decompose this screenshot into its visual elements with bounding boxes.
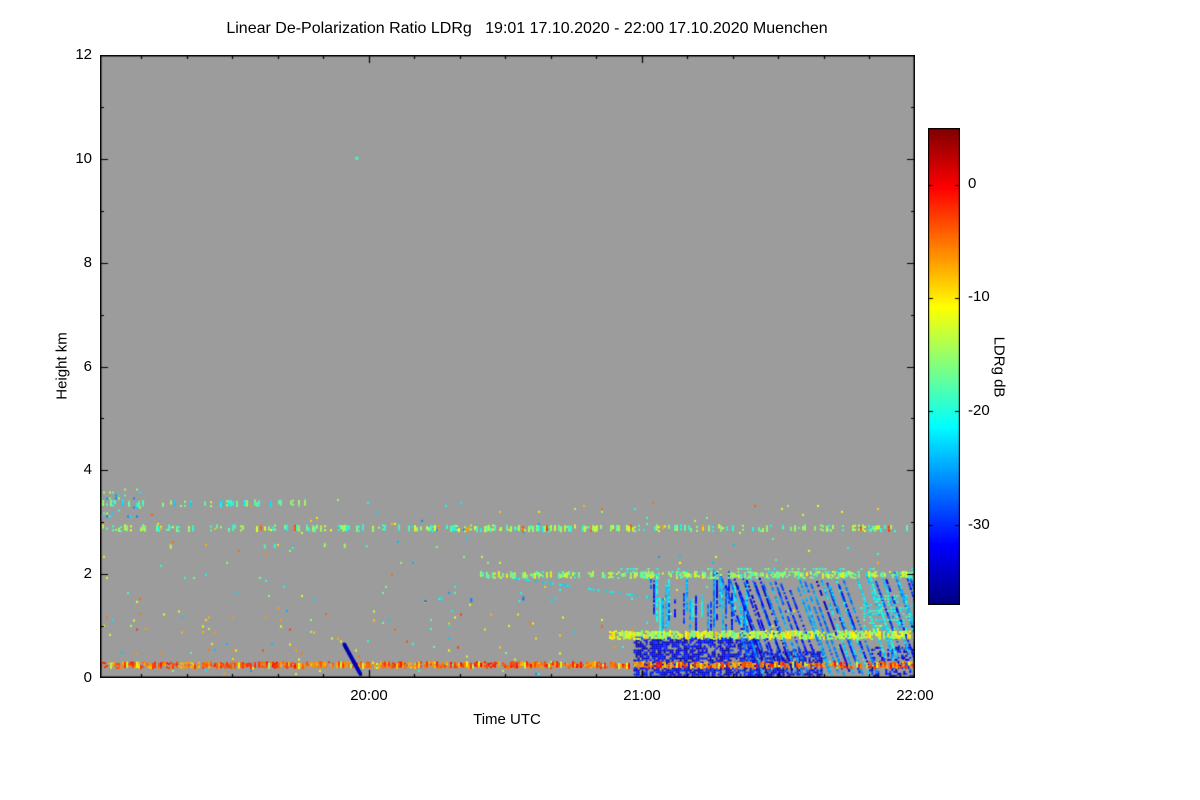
y-tick-label-12km: 12 (75, 46, 92, 63)
colorbar-canvas (928, 128, 960, 605)
x-tick-label-2000: 20:00 (350, 687, 388, 704)
colorbar-tick-label-0: 0 (968, 175, 977, 192)
colorbar-tick-label-m10: -10 (968, 288, 990, 305)
heatmap-plot-canvas (100, 55, 915, 678)
x-tick-label-2200: 22:00 (896, 687, 934, 704)
y-tick-label-6km: 6 (83, 358, 92, 375)
y-tick-label-2km: 2 (83, 565, 92, 582)
colorbar-tick-label-m20: -20 (968, 402, 990, 419)
y-tick-label-0km: 0 (83, 669, 92, 686)
x-axis-label: Time UTC (473, 711, 541, 728)
y-tick-label-8km: 8 (83, 254, 92, 271)
colorbar-label: LDRg dB (990, 336, 1008, 398)
colorbar-tick-label-m30: -30 (968, 516, 990, 533)
y-tick-label-4km: 4 (83, 461, 92, 478)
y-tick-label-10km: 10 (75, 150, 92, 167)
x-tick-label-2100: 21:00 (623, 687, 661, 704)
chart-title: Linear De-Polarization Ratio LDRg 19:01 … (226, 20, 828, 37)
